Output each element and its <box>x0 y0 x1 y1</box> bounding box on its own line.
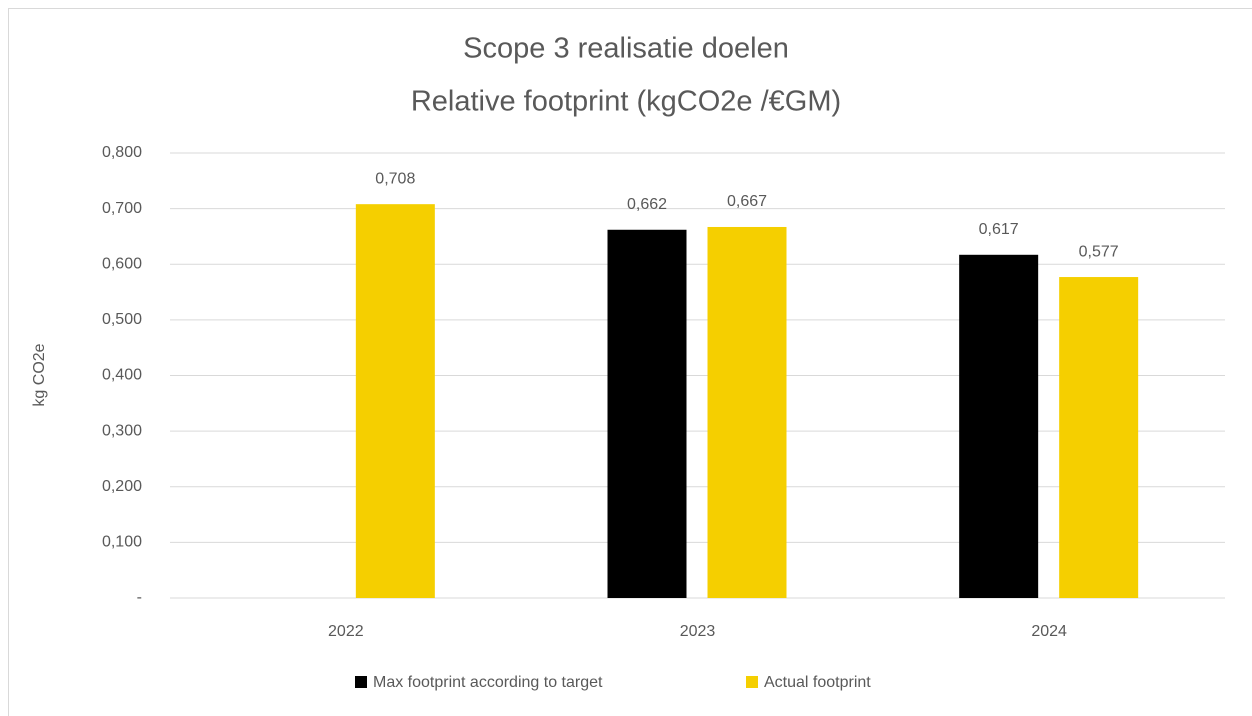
chart-subtitle: Relative footprint (kgCO2e /€GM) <box>411 86 841 118</box>
bar <box>959 254 1039 598</box>
chart-title: Scope 3 realisatie doelen <box>463 33 789 65</box>
value-label: 0,577 <box>1079 243 1119 260</box>
bar <box>707 226 787 598</box>
value-label: 0,708 <box>375 170 415 187</box>
legend-label: Max footprint according to target <box>373 674 603 691</box>
bar <box>607 229 687 598</box>
value-label: 0,662 <box>627 196 667 213</box>
bar <box>1059 277 1139 598</box>
value-label: 0,617 <box>979 221 1019 238</box>
legend-label: Actual footprint <box>764 674 871 691</box>
y-tick-label: 0,300 <box>102 422 142 439</box>
chart-frame <box>8 8 1252 716</box>
y-tick-label: 0,400 <box>102 367 142 384</box>
y-axis-label: kg CO2e <box>31 343 48 406</box>
legend-swatch <box>355 676 367 688</box>
legend-swatch <box>746 676 758 688</box>
y-tick-label: 0,600 <box>102 255 142 272</box>
x-tick-label: 2022 <box>328 623 364 640</box>
y-tick-label: 0,200 <box>102 478 142 495</box>
value-label: 0,667 <box>727 193 767 210</box>
y-tick-label: 0,500 <box>102 311 142 328</box>
y-tick-label: 0,800 <box>102 144 142 161</box>
y-tick-label: - <box>137 589 142 606</box>
x-tick-label: 2024 <box>1031 623 1067 640</box>
x-tick-label: 2023 <box>680 623 716 640</box>
bar <box>355 204 435 599</box>
y-tick-label: 0,700 <box>102 200 142 217</box>
y-tick-label: 0,100 <box>102 534 142 551</box>
